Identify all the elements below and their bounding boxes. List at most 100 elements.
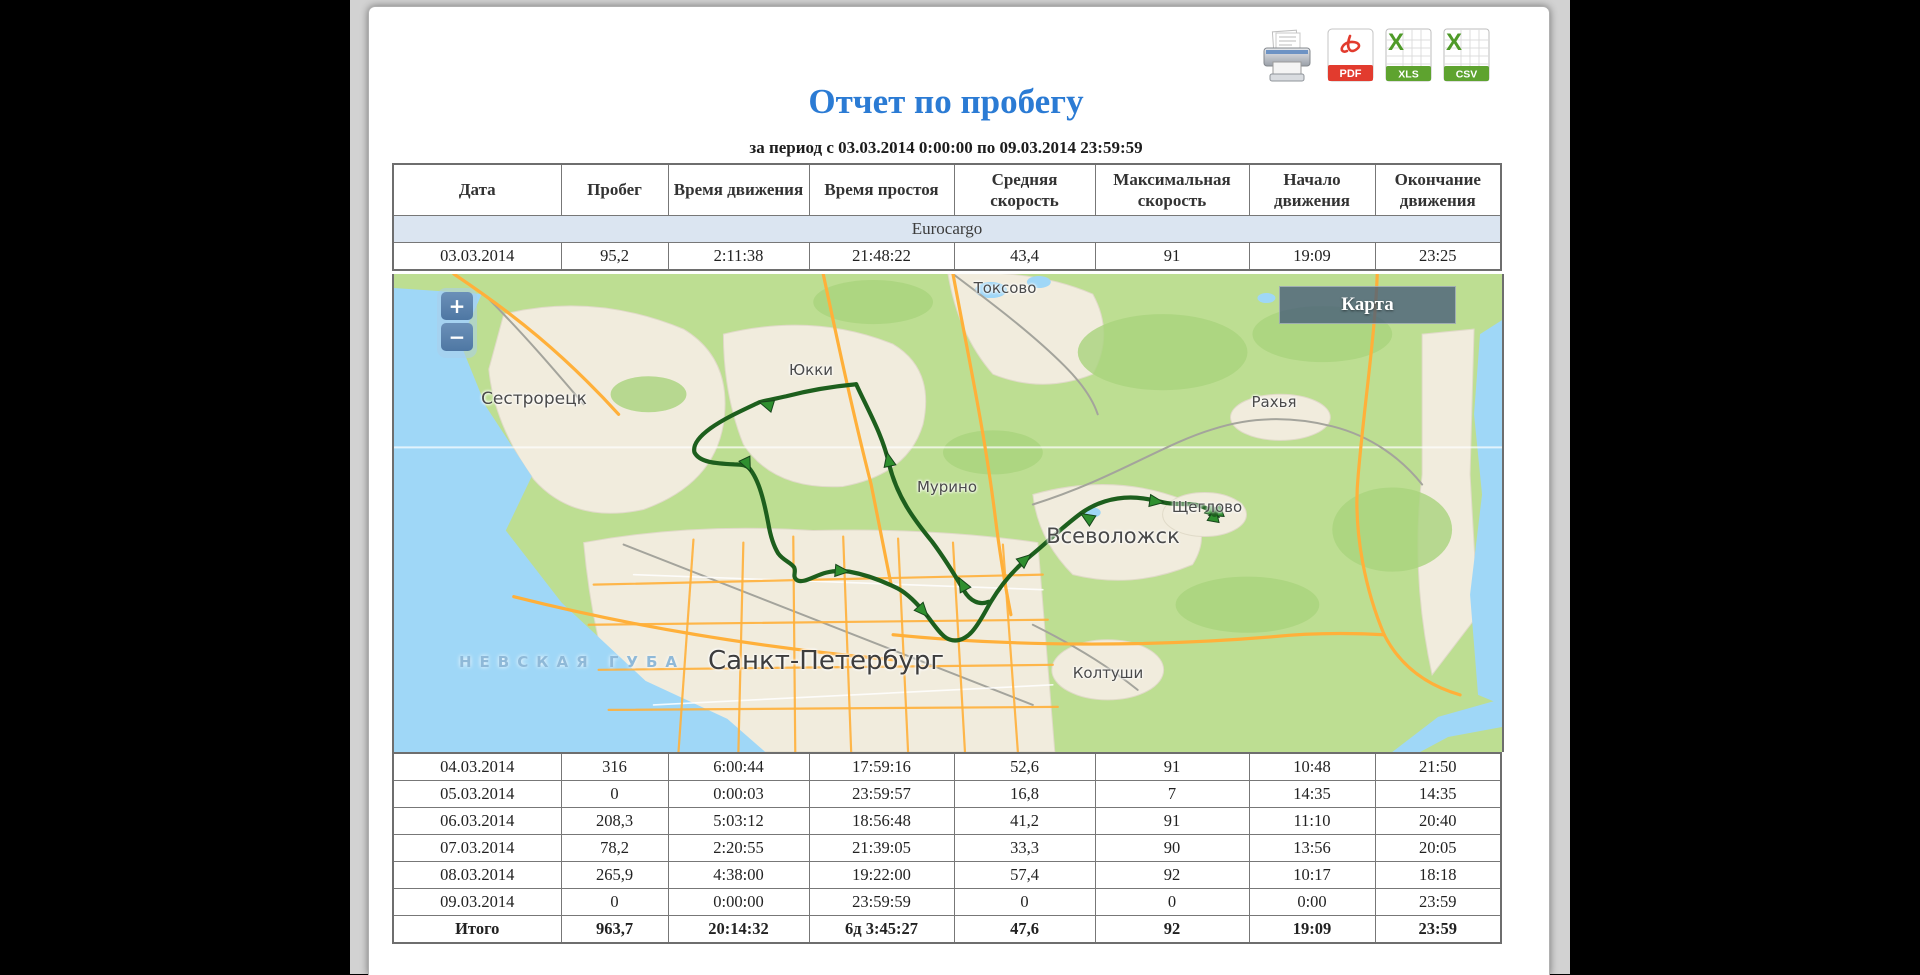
route-map[interactable]: Сестрорецк Юкки Токсово Мурино Рахья Всеволож… xyxy=(392,274,1504,752)
table-cell: 91 xyxy=(1094,807,1250,835)
table-cell: 23:59 xyxy=(1374,888,1502,916)
table-cell: 0 xyxy=(560,780,669,808)
table-cell: 13:56 xyxy=(1248,834,1376,862)
total-idle-time: 6д 3:45:27 xyxy=(808,915,955,944)
map-canvas xyxy=(394,274,1502,752)
table-cell: 21:39:05 xyxy=(808,834,955,862)
map-layer-button[interactable]: Карта xyxy=(1279,286,1456,324)
export-xls-button[interactable]: X XLS xyxy=(1385,28,1432,85)
table-cell: 41,2 xyxy=(953,807,1096,835)
table-cell: 5:03:12 xyxy=(667,807,810,835)
report-table-top: Дата Пробег Время движения Время простоя… xyxy=(392,163,1502,271)
gps-route xyxy=(692,382,1225,643)
table-cell: 11:10 xyxy=(1248,807,1376,835)
table-cell: 17:59:16 xyxy=(808,752,955,781)
table-row: 08.03.2014 265,9 4:38:00 19:22:00 57,4 92 10:1… xyxy=(392,861,1502,889)
table-cell: 92 xyxy=(1094,861,1250,889)
table-cell: 18:56:48 xyxy=(808,807,955,835)
table-cell: 316 xyxy=(560,752,669,781)
print-button[interactable] xyxy=(1258,28,1316,89)
total-avg-speed: 47,6 xyxy=(953,915,1096,944)
table-cell: 19:09 xyxy=(1248,242,1376,271)
table-cell: 208,3 xyxy=(560,807,669,835)
table-cell: 0:00 xyxy=(1248,888,1376,916)
table-cell: 20:40 xyxy=(1374,807,1502,835)
table-cell: 20:05 xyxy=(1374,834,1502,862)
table-cell: 95,2 xyxy=(560,242,669,271)
total-max-speed: 92 xyxy=(1094,915,1250,944)
total-drive-time: 20:14:32 xyxy=(667,915,810,944)
printer-icon xyxy=(1263,29,1311,82)
table-cell: 78,2 xyxy=(560,834,669,862)
table-cell: 0:00:00 xyxy=(667,888,810,916)
vehicle-name: Eurocargo xyxy=(392,215,1502,243)
rows-before-map: 03.03.2014 95,2 2:11:38 21:48:22 43,4 91 19:09… xyxy=(392,242,1502,271)
table-cell: 0:00:03 xyxy=(667,780,810,808)
table-row: 03.03.2014 95,2 2:11:38 21:48:22 43,4 91 19:09… xyxy=(392,242,1502,271)
table-cell: 16,8 xyxy=(953,780,1096,808)
route-end-marker xyxy=(1203,502,1225,524)
table-cell: 21:48:22 xyxy=(808,242,955,271)
table-cell: 7 xyxy=(1094,780,1250,808)
table-cell: 03.03.2014 xyxy=(392,242,562,271)
table-cell: 09.03.2014 xyxy=(392,888,562,916)
export-csv-button[interactable]: X CSV xyxy=(1443,28,1490,85)
table-cell: 91 xyxy=(1094,752,1250,781)
table-row: 04.03.2014 316 6:00:44 17:59:16 52,6 91 10:48 2… xyxy=(392,752,1502,781)
table-cell: 6:00:44 xyxy=(667,752,810,781)
table-row: 06.03.2014 208,3 5:03:12 18:56:48 41,2 91 11:1… xyxy=(392,807,1502,835)
rows-after-map: 04.03.2014 316 6:00:44 17:59:16 52,6 91 10:48 2… xyxy=(392,752,1502,916)
report-period: за период с 03.03.2014 0:00:00 по 09.03.… xyxy=(749,138,1143,157)
table-cell: 265,9 xyxy=(560,861,669,889)
header-row: Дата Пробег Время движения Время простоя… xyxy=(392,163,1502,216)
export-pdf-button[interactable]: PDF xyxy=(1327,28,1374,85)
map-zoom-control: + − xyxy=(437,288,477,358)
total-label: Итого xyxy=(392,915,562,944)
table-cell: 0 xyxy=(1094,888,1250,916)
col-header-date: Дата xyxy=(392,163,562,216)
table-cell: 52,6 xyxy=(953,752,1096,781)
zoom-in-button[interactable]: + xyxy=(441,292,473,320)
table-cell: 05.03.2014 xyxy=(392,780,562,808)
table-cell: 23:25 xyxy=(1374,242,1502,271)
table-cell: 08.03.2014 xyxy=(392,861,562,889)
svg-text:CSV: CSV xyxy=(1456,69,1478,81)
table-cell: 23:59:59 xyxy=(808,888,955,916)
col-header-start: Начало движения xyxy=(1248,163,1376,216)
zoom-out-button[interactable]: − xyxy=(441,323,473,351)
table-cell: 06.03.2014 xyxy=(392,807,562,835)
table-cell: 23:59:57 xyxy=(808,780,955,808)
total-start: 19:09 xyxy=(1248,915,1376,944)
table-row: 07.03.2014 78,2 2:20:55 21:39:05 33,3 90 13:56… xyxy=(392,834,1502,862)
table-cell: 90 xyxy=(1094,834,1250,862)
table-cell: 10:48 xyxy=(1248,752,1376,781)
table-cell: 43,4 xyxy=(953,242,1096,271)
table-cell: 2:11:38 xyxy=(667,242,810,271)
table-cell: 0 xyxy=(953,888,1096,916)
table-cell: 2:20:55 xyxy=(667,834,810,862)
svg-text:XLS: XLS xyxy=(1398,69,1418,81)
table-cell: 4:38:00 xyxy=(667,861,810,889)
table-cell: 18:18 xyxy=(1374,861,1502,889)
col-header-max-speed: Максимальная скорость xyxy=(1094,163,1250,216)
svg-text:X: X xyxy=(1446,29,1462,56)
table-cell: 91 xyxy=(1094,242,1250,271)
table-row: 05.03.2014 0 0:00:03 23:59:57 16,8 7 14:35 14:3… xyxy=(392,780,1502,808)
total-row: Итого 963,7 20:14:32 6д 3:45:27 47,6 92 … xyxy=(392,915,1502,944)
col-header-avg-speed: Средняя скорость xyxy=(953,163,1096,216)
table-row: 09.03.2014 0 0:00:00 23:59:59 0 0 0:00 23:59 xyxy=(392,888,1502,916)
col-header-end: Окончание движения xyxy=(1374,163,1502,216)
route-direction-arrows xyxy=(738,400,1165,618)
col-header-idle-time: Время простоя xyxy=(808,163,955,216)
total-mileage: 963,7 xyxy=(560,915,669,944)
table-cell: 0 xyxy=(560,888,669,916)
table-cell: 14:35 xyxy=(1248,780,1376,808)
csv-icon: X CSV xyxy=(1443,28,1490,82)
table-cell: 57,4 xyxy=(953,861,1096,889)
table-cell: 10:17 xyxy=(1248,861,1376,889)
total-end: 23:59 xyxy=(1374,915,1502,944)
page-title: Отчет по пробегу xyxy=(808,82,1084,121)
table-cell: 07.03.2014 xyxy=(392,834,562,862)
vehicle-group-row: Eurocargo xyxy=(392,215,1502,243)
